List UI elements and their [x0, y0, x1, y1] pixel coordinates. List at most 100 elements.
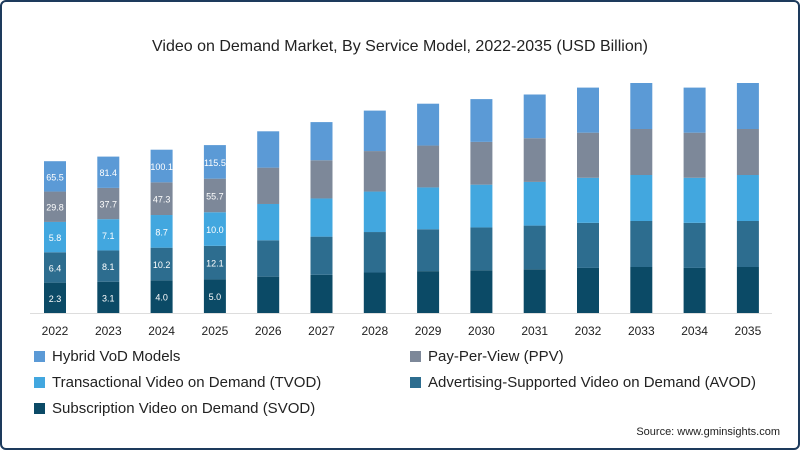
bar-segment [44, 161, 66, 192]
x-tick-label: 2028 [361, 324, 388, 338]
legend-label: Subscription Video on Demand (SVOD) [52, 400, 316, 417]
x-tick-label: 2022 [42, 324, 69, 338]
data-label: 3.1 [102, 293, 115, 303]
bar-segment [203, 178, 226, 213]
x-tick-label: 2023 [95, 324, 122, 338]
bar-segment [417, 187, 440, 230]
data-label: 115.5 [204, 158, 226, 168]
bar-segment [523, 225, 546, 270]
data-label: 8.7 [155, 227, 168, 237]
bar-segment [630, 267, 653, 313]
bar-segment [203, 145, 226, 179]
bar-segment [310, 198, 333, 237]
bar-segment [736, 221, 759, 267]
bar-segment [577, 267, 599, 313]
data-label: 6.4 [49, 263, 62, 273]
bar-segment [257, 276, 280, 313]
bar-segment [417, 145, 440, 188]
data-label: 12.1 [206, 259, 224, 269]
bar-segment [683, 177, 706, 223]
data-label: 8.1 [102, 262, 115, 272]
x-tick-label: 2027 [308, 324, 335, 338]
chart-title: Video on Demand Market, By Service Model… [152, 38, 648, 55]
legend-swatch [34, 403, 45, 414]
x-tick-label: 2034 [681, 324, 708, 338]
x-tick-label: 2033 [628, 324, 655, 338]
bar-segment [150, 215, 173, 248]
source-note: Source: www.gminsights.com [636, 426, 780, 438]
bar-segment [470, 227, 493, 271]
bar-segment [470, 141, 493, 185]
data-label: 81.4 [100, 168, 118, 178]
bar-segment [44, 191, 66, 222]
bar-segment [150, 149, 173, 183]
bar-segment [44, 252, 66, 283]
bar-segment [577, 222, 599, 268]
data-label: 55.7 [206, 191, 224, 201]
bar-segment [150, 182, 173, 216]
legend-swatch [410, 351, 421, 362]
bar-segment [363, 191, 386, 233]
bar-segment [150, 247, 173, 281]
bar-segment [523, 138, 546, 182]
x-tick-label: 2035 [735, 324, 762, 338]
bar-segment [417, 271, 440, 313]
bar-segment [97, 250, 120, 282]
data-label: 47.3 [153, 195, 171, 205]
bar-segment [683, 222, 706, 268]
bar-segment [363, 110, 386, 152]
bar-segment [683, 132, 706, 178]
bar-segment [44, 221, 66, 253]
bar-segment [630, 175, 653, 221]
data-label: 4.0 [155, 293, 168, 303]
legend-item: Pay-Per-View (PPV) [410, 348, 564, 365]
data-label: 5.8 [49, 233, 62, 243]
legend-item: Hybrid VoD Models [34, 348, 180, 365]
bar-segment [203, 279, 226, 313]
bar-segment [257, 203, 280, 241]
bar-segment [150, 280, 173, 313]
bar-segment [203, 245, 226, 280]
bar-segment [257, 131, 280, 168]
bar-segment [470, 99, 493, 142]
bar-segment [523, 94, 546, 139]
bar-segment [630, 221, 653, 267]
legend-swatch [34, 377, 45, 388]
bar-segment [630, 129, 653, 175]
data-label: 5.0 [209, 292, 222, 302]
bar-segment [310, 122, 333, 161]
data-label: 10.2 [153, 260, 171, 270]
legend-label: Hybrid VoD Models [52, 348, 181, 365]
bar-segment [736, 83, 759, 129]
bar-segment [203, 212, 226, 246]
x-tick-label: 2031 [521, 324, 548, 338]
bar-segment [363, 232, 386, 273]
bar-segment [736, 129, 759, 175]
data-label: 37.7 [100, 200, 118, 210]
bar-segment [683, 87, 706, 133]
legend-item: Transactional Video on Demand (TVOD) [34, 374, 321, 391]
legend-item: Subscription Video on Demand (SVOD) [34, 400, 315, 417]
bar-segment [523, 269, 546, 313]
bar-segment [44, 282, 66, 313]
bar-segment [577, 177, 599, 223]
x-tick-label: 2032 [575, 324, 602, 338]
bar-segment [257, 240, 280, 277]
x-tick-label: 2030 [468, 324, 495, 338]
bar-segment [523, 181, 546, 226]
legend-item: Advertising-Supported Video on Demand (A… [410, 374, 756, 391]
bar-segment [470, 270, 493, 313]
bar-segment [310, 236, 333, 275]
bar-segment [630, 83, 653, 129]
bar-segment [363, 272, 386, 313]
data-label: 100.1 [150, 162, 173, 172]
bar-segment [310, 274, 333, 313]
bar-segment [417, 103, 440, 146]
x-tick-label: 2029 [415, 324, 442, 338]
bar-segment [577, 87, 599, 133]
data-label: 29.8 [46, 203, 64, 213]
x-tick-label: 2024 [148, 324, 175, 338]
bar-segment [363, 151, 386, 192]
